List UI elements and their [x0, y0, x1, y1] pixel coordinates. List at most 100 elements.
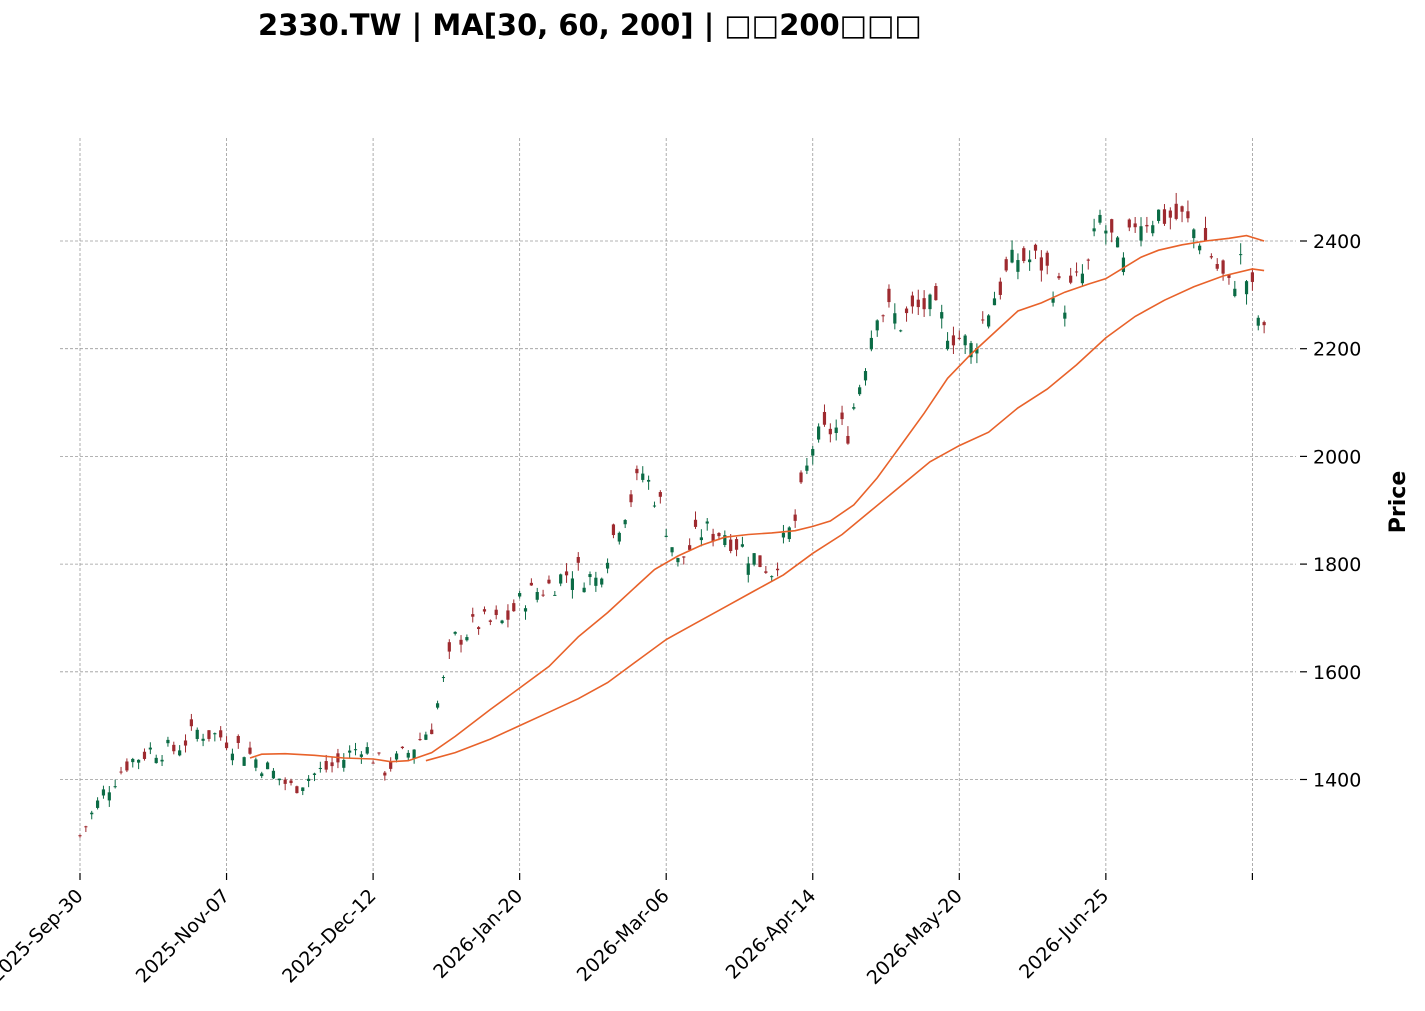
candle-body	[154, 757, 158, 764]
candle-body	[1010, 249, 1014, 263]
candle-body	[441, 677, 446, 679]
candle-body	[1180, 206, 1184, 212]
candle-body	[916, 299, 920, 308]
candle-body	[195, 729, 199, 739]
candle-body	[793, 514, 797, 521]
candle-body	[588, 574, 592, 578]
x-tick-label: 2025-Sep-30	[0, 885, 88, 987]
candle-body	[242, 757, 246, 766]
candle-body	[1115, 237, 1120, 248]
candle-body	[805, 465, 809, 471]
candle-body	[1051, 298, 1055, 303]
candle-body	[1244, 281, 1249, 295]
candle-body	[693, 519, 698, 527]
candle-body	[729, 539, 733, 552]
candle-body	[987, 315, 991, 327]
candle-body	[90, 812, 94, 815]
candle-body	[928, 294, 932, 310]
candle-body	[945, 340, 950, 350]
x-tick-label: 2025-Nov-07	[132, 885, 234, 987]
candle-body	[1098, 214, 1102, 223]
candle-body	[600, 578, 604, 585]
candle-body	[125, 761, 129, 771]
candle-body	[992, 298, 997, 306]
y-axis-label: Price	[1386, 471, 1411, 533]
candle-body	[1028, 259, 1032, 263]
candle-body	[295, 786, 299, 794]
candle-body	[547, 579, 551, 584]
candle-body	[178, 750, 182, 756]
candle-body	[576, 557, 580, 563]
candle-body	[676, 557, 680, 563]
chart-title: 2330.TW | MA[30, 60, 200] | □□200□□□	[258, 8, 922, 42]
candle-body	[148, 747, 152, 750]
candle-body	[647, 479, 651, 482]
candle-body	[1022, 248, 1026, 262]
candle-body	[787, 527, 791, 540]
candle-body	[752, 553, 756, 565]
candle-body	[435, 703, 440, 708]
candle-body	[1227, 274, 1231, 278]
candle-body	[764, 571, 768, 573]
candle-body	[1033, 244, 1038, 251]
candle-body	[1121, 257, 1126, 273]
y-tick-label: 1400	[1313, 770, 1361, 792]
candle-body	[758, 555, 762, 568]
candle-body	[1039, 257, 1043, 271]
candle-body	[201, 738, 205, 741]
candle-body	[934, 286, 938, 301]
candle-body	[107, 792, 111, 801]
candle-body	[846, 435, 850, 444]
candle-body	[734, 539, 739, 550]
candle-body	[899, 330, 903, 332]
candle-body	[981, 319, 985, 321]
candle-body	[875, 320, 879, 331]
candle-body	[963, 335, 967, 346]
candle-body	[1016, 260, 1020, 272]
candle-body	[951, 335, 956, 346]
candle-body	[1256, 317, 1260, 326]
candle-body	[506, 610, 510, 620]
candle-body	[904, 308, 909, 314]
candle-body	[652, 505, 657, 507]
candle-body	[1092, 228, 1096, 232]
candle-body	[301, 787, 305, 791]
candle-body	[682, 556, 686, 558]
candle-body	[523, 608, 528, 612]
candle-body	[1174, 203, 1178, 219]
candle-body	[330, 762, 334, 767]
candle-body	[1080, 273, 1085, 284]
candle-body	[840, 412, 844, 420]
candle-body	[1069, 275, 1073, 283]
candle-body	[1233, 288, 1237, 297]
candle-body	[688, 545, 692, 550]
candle-body	[1004, 259, 1008, 271]
candle-body	[488, 620, 492, 622]
candle-body	[113, 786, 117, 788]
candle-body	[1221, 260, 1225, 274]
candle-body	[775, 568, 780, 571]
candle-body	[611, 524, 616, 536]
candle-body	[371, 762, 375, 764]
candle-body	[1045, 252, 1049, 266]
candle-body	[705, 521, 709, 524]
candle-body	[1104, 230, 1108, 234]
candle-body	[811, 449, 815, 456]
y-tick-label: 1600	[1313, 662, 1361, 684]
candle-body	[418, 739, 422, 741]
candle-body	[629, 494, 633, 503]
candle-body	[95, 800, 100, 808]
candle-body	[248, 747, 252, 754]
candle-body	[582, 587, 586, 593]
x-tick-label: 2026-Apr-14	[722, 885, 821, 984]
candle-body	[740, 544, 745, 547]
candle-body	[453, 631, 457, 634]
x-tick-label: 2026-Mar-06	[573, 885, 674, 986]
candle-body	[312, 773, 317, 775]
candle-body	[564, 571, 569, 576]
candle-body	[430, 729, 434, 735]
candle-body	[142, 751, 147, 759]
candle-body	[283, 779, 287, 784]
candle-body	[131, 758, 135, 763]
candle-body	[746, 563, 750, 575]
